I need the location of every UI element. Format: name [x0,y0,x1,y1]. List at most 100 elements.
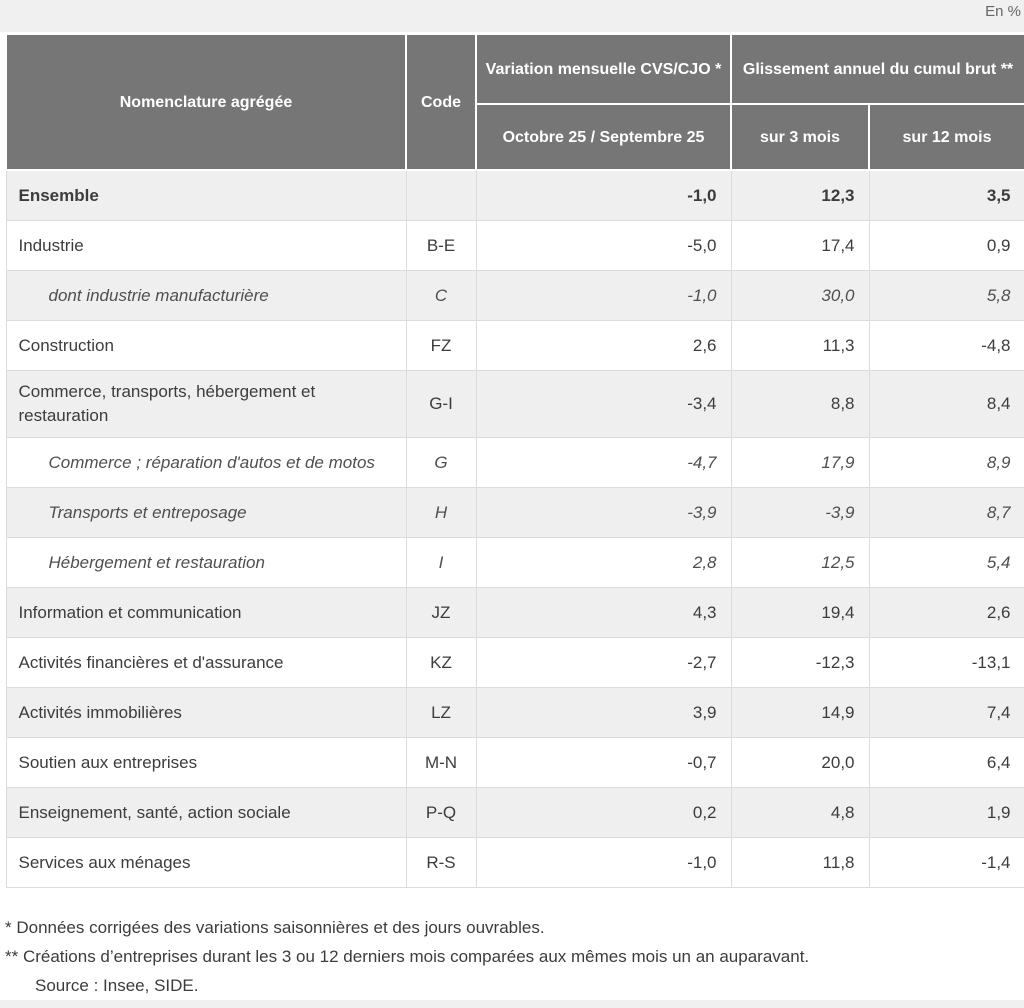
cell-monthly: 2,8 [475,537,732,588]
table-row-information-communication: Information et communication JZ 4,3 19,4… [5,587,1024,638]
cell-cum3: 19,4 [730,587,870,638]
data-table: Nomenclature agrégée Code Variation mens… [5,33,1024,888]
cell-label: Activités financières et d'assurance [5,637,407,688]
cell-cum12: 8,9 [868,437,1024,488]
cell-cum3: 17,9 [730,437,870,488]
cell-code: FZ [405,320,477,371]
cell-cum3: 8,8 [730,370,870,438]
cell-code: C [405,270,477,321]
cell-label: Transports et entreposage [5,487,407,538]
cell-code: P-Q [405,787,477,838]
cell-cum12: -4,8 [868,320,1024,371]
footnotes: * Données corrigées des variations saiso… [5,911,1015,998]
cell-label: Commerce, transports, hébergement et res… [5,370,407,438]
cell-cum12: 5,8 [868,270,1024,321]
cell-label: Services aux ménages [5,837,407,888]
cell-cum3: 12,3 [730,169,870,221]
content-panel: Nomenclature agrégée Code Variation mens… [0,32,1024,1000]
cell-cum3: 14,9 [730,687,870,738]
cell-monthly: -3,4 [475,370,732,438]
cell-label: Construction [5,320,407,371]
footnote-2: ** Créations d’entreprises durant les 3 … [5,947,810,966]
cell-cum12: 5,4 [868,537,1024,588]
cell-monthly: -4,7 [475,437,732,488]
cell-cum12: 1,9 [868,787,1024,838]
table-row-industrie: Industrie B-E -5,0 17,4 0,9 [5,220,1024,271]
cell-label: Enseignement, santé, action sociale [5,787,407,838]
cell-code: G [405,437,477,488]
table-row-enseignement-sante: Enseignement, santé, action sociale P-Q … [5,787,1024,838]
col-header-variation-period: Octobre 25 / Septembre 25 [475,103,732,171]
table-row-activites-immobilieres: Activités immobilières LZ 3,9 14,9 7,4 [5,687,1024,738]
col-header-glissement-group: Glissement annuel du cumul brut ** [729,33,1024,105]
table-row-services-menages: Services aux ménages R-S -1,0 11,8 -1,4 [5,837,1024,888]
cell-code: B-E [405,220,477,271]
col-header-nomenclature: Nomenclature agrégée [5,33,407,171]
table-container: Nomenclature agrégée Code Variation mens… [5,33,1024,888]
cell-monthly: -1,0 [475,837,732,888]
cell-cum3: 30,0 [730,270,870,321]
cell-monthly: 4,3 [475,587,732,638]
cell-label: Activités immobilières [5,687,407,738]
header-row-2: Octobre 25 / Septembre 25 sur 3 mois sur… [6,103,1024,171]
cell-cum3: 11,8 [730,837,870,888]
col-header-code: Code [405,33,477,171]
cell-cum12: 8,7 [868,487,1024,538]
cell-cum12: 8,4 [868,370,1024,438]
cell-monthly: 0,2 [475,787,732,838]
cell-code: JZ [405,587,477,638]
col-header-sur-3-mois: sur 3 mois [730,103,870,171]
cell-cum12: 7,4 [868,687,1024,738]
cell-monthly: -3,9 [475,487,732,538]
cell-monthly: -2,7 [475,637,732,688]
cell-monthly: 2,6 [475,320,732,371]
cell-monthly: -1,0 [475,270,732,321]
cell-cum12: 3,5 [868,169,1024,221]
cell-monthly: -1,0 [475,169,732,221]
cell-monthly: 3,9 [475,687,732,738]
cell-code: H [405,487,477,538]
cell-cum3: 17,4 [730,220,870,271]
cell-cum3: -12,3 [730,637,870,688]
cell-label: dont industrie manufacturière [5,270,407,321]
cell-code: KZ [405,637,477,688]
cell-cum12: -13,1 [868,637,1024,688]
unit-label: En % [985,3,1021,20]
cell-cum12: 6,4 [868,737,1024,788]
source-note: Source : Insee, SIDE. [35,976,199,995]
table-row-soutien-entreprises: Soutien aux entreprises M-N -0,7 20,0 6,… [5,737,1024,788]
cell-code: G-I [405,370,477,438]
cell-code: R-S [405,837,477,888]
cell-cum3: 20,0 [730,737,870,788]
table-row-ensemble: Ensemble -1,0 12,3 3,5 [5,169,1024,221]
table-row-hebergement-restauration: Hébergement et restauration I 2,8 12,5 5… [5,537,1024,588]
cell-label: Ensemble [5,169,407,221]
cell-monthly: -0,7 [475,737,732,788]
cell-label: Hébergement et restauration [5,537,407,588]
cell-cum3: 11,3 [730,320,870,371]
table-row-transports-entreposage: Transports et entreposage H -3,9 -3,9 8,… [5,487,1024,538]
cell-cum3: 4,8 [730,787,870,838]
cell-label: Soutien aux entreprises [5,737,407,788]
table-row-commerce-transports: Commerce, transports, hébergement et res… [5,370,1024,438]
cell-code: I [405,537,477,588]
footnote-1: * Données corrigées des variations saiso… [5,918,545,937]
cell-label: Industrie [5,220,407,271]
col-header-variation-group: Variation mensuelle CVS/CJO * [475,33,732,105]
cell-cum12: -1,4 [868,837,1024,888]
cell-cum12: 0,9 [868,220,1024,271]
header-row-1: Nomenclature agrégée Code Variation mens… [5,33,1024,171]
col-header-sur-12-mois: sur 12 mois [867,103,1024,171]
cell-code: LZ [405,687,477,738]
cell-label: Information et communication [5,587,407,638]
cell-code: M-N [405,737,477,788]
table-row-activites-financieres: Activités financières et d'assurance KZ … [5,637,1024,688]
cell-label: Commerce ; réparation d'autos et de moto… [5,437,407,488]
table-row-commerce-reparation: Commerce ; réparation d'autos et de moto… [5,437,1024,488]
cell-cum12: 2,6 [868,587,1024,638]
table-row-construction: Construction FZ 2,6 11,3 -4,8 [5,320,1024,371]
cell-monthly: -5,0 [475,220,732,271]
table-row-industrie-manufacturiere: dont industrie manufacturière C -1,0 30,… [5,270,1024,321]
cell-cum3: 12,5 [730,537,870,588]
cell-code [405,169,477,221]
